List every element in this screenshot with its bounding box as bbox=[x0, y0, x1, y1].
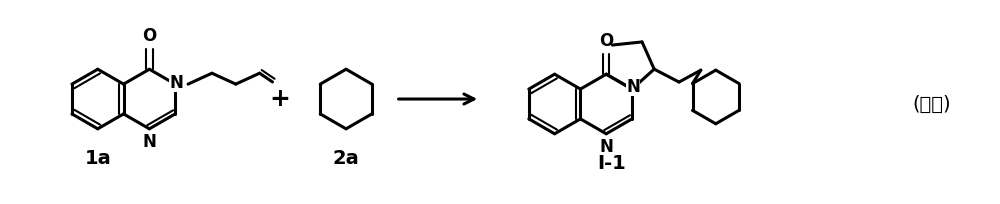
Text: 2a: 2a bbox=[333, 149, 359, 168]
Text: (式二): (式二) bbox=[913, 94, 951, 113]
Text: N: N bbox=[626, 78, 640, 96]
Text: I-1: I-1 bbox=[597, 154, 626, 173]
Text: 1a: 1a bbox=[84, 149, 111, 168]
Text: O: O bbox=[599, 32, 613, 50]
Text: N: N bbox=[599, 138, 613, 156]
Text: N: N bbox=[169, 74, 183, 92]
Text: N: N bbox=[142, 133, 156, 151]
Text: +: + bbox=[269, 87, 290, 111]
Text: O: O bbox=[142, 27, 156, 45]
